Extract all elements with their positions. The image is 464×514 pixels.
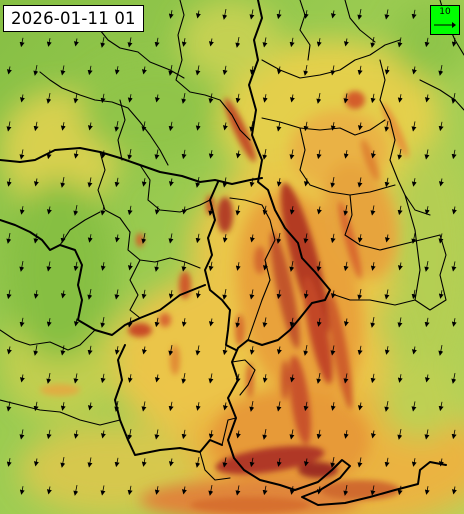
legend-reference-speed: 10 bbox=[439, 7, 451, 17]
forecast-timestamp: 2026-01-11 01 bbox=[3, 5, 144, 32]
wind-scale-legend: 10 bbox=[430, 5, 460, 35]
legend-arrow-icon bbox=[434, 22, 456, 28]
wind-vector-arrows bbox=[6, 9, 457, 496]
